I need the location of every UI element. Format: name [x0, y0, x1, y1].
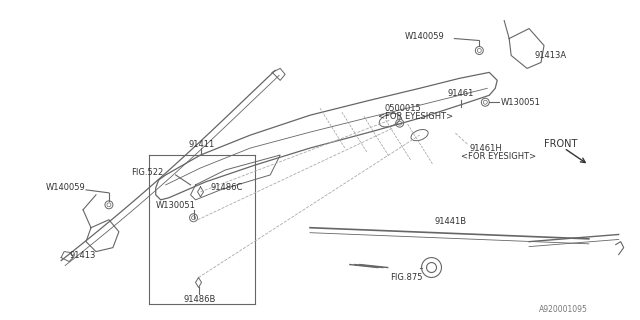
Text: 91441B: 91441B: [435, 217, 467, 226]
Text: W140059: W140059: [404, 32, 444, 41]
Text: 91413A: 91413A: [534, 51, 566, 60]
Text: 91411: 91411: [189, 140, 215, 148]
Text: A920001095: A920001095: [539, 305, 588, 314]
Text: FIG.875: FIG.875: [390, 273, 422, 282]
Text: <FOR EYESIGHT>: <FOR EYESIGHT>: [378, 112, 453, 121]
Text: FRONT: FRONT: [544, 139, 577, 149]
Text: 91486B: 91486B: [184, 295, 216, 304]
Text: 91486C: 91486C: [211, 183, 243, 192]
Text: 0500015: 0500015: [385, 104, 422, 113]
Text: 91461H: 91461H: [469, 144, 502, 153]
Text: <FOR EYESIGHT>: <FOR EYESIGHT>: [461, 151, 536, 161]
Text: W130051: W130051: [501, 98, 541, 107]
Text: W130051: W130051: [156, 201, 196, 210]
Text: W140059: W140059: [46, 183, 86, 192]
Text: FIG.522: FIG.522: [131, 168, 163, 178]
Text: 91461: 91461: [447, 89, 474, 98]
Text: 91413: 91413: [69, 251, 95, 260]
